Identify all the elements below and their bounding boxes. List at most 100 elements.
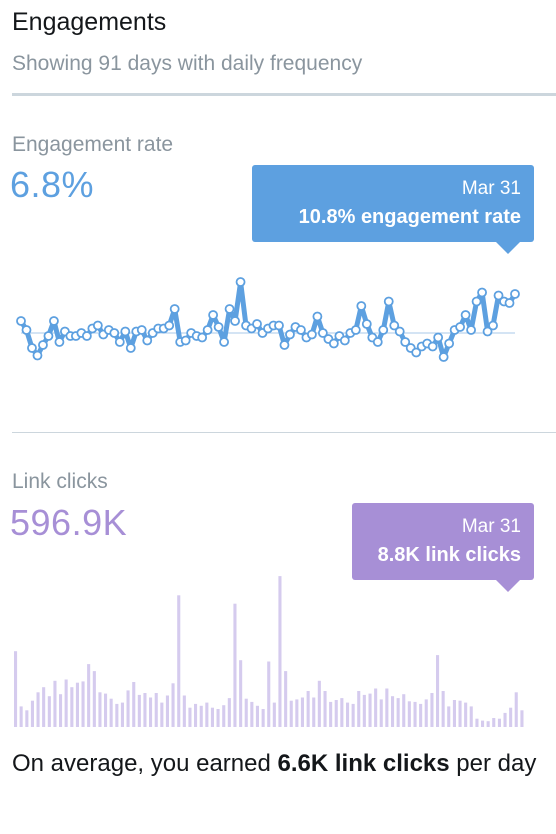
link-clicks-bar[interactable] xyxy=(295,699,299,727)
link-clicks-bar[interactable] xyxy=(430,693,434,727)
link-clicks-bar[interactable] xyxy=(278,576,282,727)
link-clicks-bar[interactable] xyxy=(171,683,175,727)
engagement-rate-point[interactable] xyxy=(197,332,208,343)
link-clicks-bar[interactable] xyxy=(239,660,243,727)
engagement-rate-point[interactable] xyxy=(219,337,229,347)
engagement-rate-point[interactable] xyxy=(125,343,136,353)
engagement-rate-point[interactable] xyxy=(213,322,224,332)
engagement-rate-point[interactable] xyxy=(383,296,394,307)
link-clicks-bar[interactable] xyxy=(216,709,220,727)
link-clicks-bar[interactable] xyxy=(436,655,440,727)
engagement-rate-point[interactable] xyxy=(394,326,405,337)
engagement-rate-point[interactable] xyxy=(43,331,54,341)
link-clicks-bar[interactable] xyxy=(357,691,361,727)
engagement-rate-point[interactable] xyxy=(208,310,219,320)
engagement-rate-point[interactable] xyxy=(230,316,240,326)
link-clicks-bar[interactable] xyxy=(70,687,74,727)
engagement-rate-point[interactable] xyxy=(317,328,328,338)
link-clicks-bar[interactable] xyxy=(53,680,57,727)
link-clicks-bar[interactable] xyxy=(36,692,40,727)
link-clicks-bar[interactable] xyxy=(205,702,209,727)
link-clicks-bar[interactable] xyxy=(419,703,423,727)
link-clicks-bar[interactable] xyxy=(177,595,181,727)
link-clicks-bar[interactable] xyxy=(346,702,350,727)
engagement-rate-point[interactable] xyxy=(328,338,339,349)
engagement-rate-point[interactable] xyxy=(252,319,262,329)
link-clicks-bar[interactable] xyxy=(104,693,108,727)
link-clicks-bar[interactable] xyxy=(475,718,479,727)
link-clicks-bar[interactable] xyxy=(407,701,411,727)
link-clicks-bar[interactable] xyxy=(210,707,214,727)
link-clicks-bar[interactable] xyxy=(368,693,372,727)
engagement-rate-point[interactable] xyxy=(81,331,92,341)
link-clicks-bar[interactable] xyxy=(391,696,395,727)
link-clicks-bar[interactable] xyxy=(59,694,63,727)
link-clicks-bar[interactable] xyxy=(227,698,231,727)
link-clicks-bar[interactable] xyxy=(222,705,226,727)
link-clicks-bar[interactable] xyxy=(385,688,389,728)
engagement-rate-point[interactable] xyxy=(279,340,290,350)
engagement-rate-point[interactable] xyxy=(460,310,471,320)
link-clicks-bar[interactable] xyxy=(75,682,79,727)
engagement-rate-point[interactable] xyxy=(235,277,246,287)
engagement-rate-point[interactable] xyxy=(312,311,323,322)
link-clicks-bar[interactable] xyxy=(351,703,355,727)
engagement-rate-point[interactable] xyxy=(274,320,284,331)
engagement-rate-point[interactable] xyxy=(49,316,59,326)
engagement-rate-point[interactable] xyxy=(438,352,449,362)
engagement-rate-point[interactable] xyxy=(202,325,213,335)
engagement-rate-point[interactable] xyxy=(477,287,487,298)
link-clicks-bar[interactable] xyxy=(306,691,310,727)
engagement-rate-point[interactable] xyxy=(433,332,444,343)
link-clicks-bar[interactable] xyxy=(447,706,451,727)
link-clicks-bar[interactable] xyxy=(424,699,428,727)
link-clicks-bar[interactable] xyxy=(413,701,417,727)
engagement-rate-point[interactable] xyxy=(389,320,400,331)
link-clicks-bar[interactable] xyxy=(194,703,198,727)
engagement-rate-point[interactable] xyxy=(16,316,26,326)
engagement-rate-point[interactable] xyxy=(54,337,65,347)
link-clicks-bar[interactable] xyxy=(143,693,147,727)
engagement-rate-point[interactable] xyxy=(350,325,361,335)
link-clicks-bar[interactable] xyxy=(87,664,91,727)
link-clicks-bar[interactable] xyxy=(14,651,18,727)
link-clicks-bar[interactable] xyxy=(509,707,513,727)
link-clicks-bar[interactable] xyxy=(300,697,304,728)
engagement-rate-point[interactable] xyxy=(372,337,383,347)
link-clicks-chart[interactable] xyxy=(0,560,556,730)
link-clicks-bar[interactable] xyxy=(396,698,400,727)
engagement-rate-chart[interactable] xyxy=(0,240,556,390)
link-clicks-bar[interactable] xyxy=(115,703,119,727)
link-clicks-bar[interactable] xyxy=(486,721,490,727)
link-clicks-bar[interactable] xyxy=(137,694,141,727)
engagement-rate-point[interactable] xyxy=(307,329,317,340)
link-clicks-bar[interactable] xyxy=(464,702,468,727)
link-clicks-bar[interactable] xyxy=(481,720,485,727)
link-clicks-bar[interactable] xyxy=(340,698,344,727)
link-clicks-bar[interactable] xyxy=(160,702,164,727)
link-clicks-bar[interactable] xyxy=(329,701,333,727)
link-clicks-bar[interactable] xyxy=(25,710,29,727)
link-clicks-bar[interactable] xyxy=(92,671,96,727)
link-clicks-bar[interactable] xyxy=(64,679,68,728)
link-clicks-bar[interactable] xyxy=(272,702,276,727)
link-clicks-bar[interactable] xyxy=(188,707,192,727)
link-clicks-bar[interactable] xyxy=(312,697,316,728)
engagement-rate-point[interactable] xyxy=(482,326,493,337)
engagement-rate-point[interactable] xyxy=(142,335,153,346)
link-clicks-bar[interactable] xyxy=(120,702,124,727)
link-clicks-bar[interactable] xyxy=(30,700,34,727)
link-clicks-bar[interactable] xyxy=(323,691,327,727)
engagement-rate-point[interactable] xyxy=(493,290,504,301)
engagement-rate-point[interactable] xyxy=(120,326,131,337)
engagement-rate-point[interactable] xyxy=(471,296,482,307)
engagement-rate-point[interactable] xyxy=(504,298,515,308)
engagement-rate-point[interactable] xyxy=(109,328,120,338)
link-clicks-bar[interactable] xyxy=(199,705,203,727)
link-clicks-bar[interactable] xyxy=(250,701,254,727)
link-clicks-bar[interactable] xyxy=(233,603,237,727)
engagement-rate-point[interactable] xyxy=(180,335,191,346)
link-clicks-bar[interactable] xyxy=(289,700,293,727)
link-clicks-bar[interactable] xyxy=(126,690,130,727)
link-clicks-bar[interactable] xyxy=(81,681,85,727)
